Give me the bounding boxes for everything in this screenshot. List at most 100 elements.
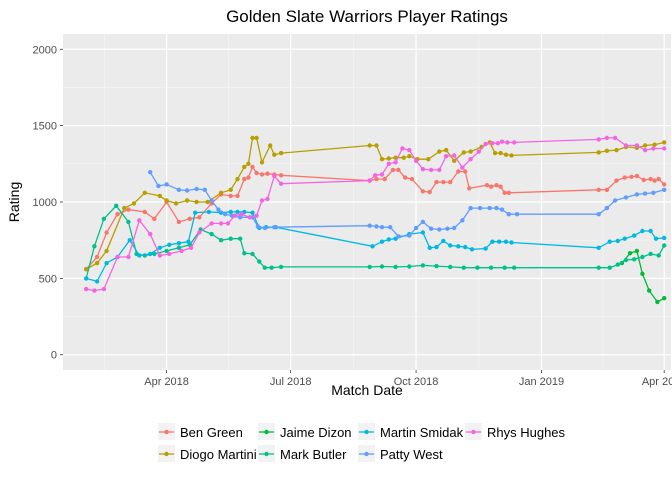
data-point	[148, 231, 153, 237]
data-point	[488, 184, 494, 189]
data-point	[216, 207, 221, 212]
data-point	[370, 244, 375, 249]
data-point	[101, 286, 107, 292]
data-point	[652, 142, 657, 147]
data-point	[142, 190, 147, 195]
data-point	[194, 186, 199, 192]
data-point	[647, 288, 652, 293]
data-point	[218, 238, 224, 243]
data-point	[502, 265, 507, 270]
y-tick-label: 2000	[33, 44, 57, 56]
legend-label: Patty West	[380, 447, 443, 462]
data-point	[126, 219, 131, 225]
data-point	[104, 230, 109, 235]
legend-label: Mark Butler	[280, 447, 347, 462]
legend-label: Ben Green	[180, 425, 243, 440]
data-point	[456, 244, 461, 249]
data-point	[367, 178, 372, 183]
data-point	[420, 230, 426, 235]
data-point	[614, 178, 619, 183]
chart-title: Golden Slate Warriors Player Ratings	[226, 7, 508, 26]
data-point	[148, 170, 153, 175]
data-point	[596, 265, 601, 270]
data-point	[596, 137, 601, 142]
data-point	[434, 244, 439, 250]
data-point	[437, 167, 442, 173]
data-point	[262, 265, 267, 270]
data-point	[157, 193, 162, 199]
y-tick-label: 0	[51, 350, 57, 362]
data-point	[228, 187, 233, 192]
data-point	[495, 141, 501, 146]
data-point	[259, 198, 265, 203]
y-tick-label: 1500	[33, 121, 57, 133]
series-patty-west	[148, 170, 667, 239]
data-point	[492, 150, 498, 156]
data-point	[488, 265, 494, 270]
data-point	[420, 219, 426, 225]
data-point	[452, 225, 457, 231]
data-point	[374, 143, 379, 148]
data-point	[122, 205, 127, 211]
series-rhys-hughes	[84, 135, 667, 293]
series-martin-smidak	[84, 209, 667, 284]
data-point	[272, 173, 277, 179]
series-layer	[84, 135, 667, 305]
data-point	[157, 253, 162, 258]
data-point	[428, 226, 434, 231]
data-point	[490, 239, 495, 244]
data-point	[494, 183, 499, 188]
data-point	[623, 143, 629, 148]
data-point	[420, 263, 426, 268]
data-point	[131, 201, 137, 206]
data-point	[393, 160, 398, 165]
data-point	[487, 205, 492, 211]
data-point	[228, 193, 233, 199]
data-point	[386, 156, 391, 161]
data-point	[104, 248, 109, 254]
data-point	[407, 233, 412, 238]
data-point	[642, 191, 648, 196]
data-point	[407, 154, 412, 159]
data-point	[614, 147, 619, 153]
data-point	[278, 173, 284, 178]
data-point	[434, 179, 439, 185]
data-point	[84, 276, 89, 281]
data-point	[223, 212, 228, 217]
data-point	[448, 243, 453, 248]
data-point	[443, 154, 449, 159]
y-axis-label: Rating	[6, 182, 22, 222]
data-point	[104, 260, 109, 266]
data-point	[386, 161, 391, 166]
data-point	[164, 182, 169, 187]
legend-key-point	[164, 451, 169, 457]
data-point	[506, 212, 511, 217]
data-point	[475, 265, 480, 270]
data-point	[499, 207, 505, 212]
data-point	[437, 149, 442, 154]
data-point	[483, 246, 488, 251]
legend-key-point	[164, 429, 169, 435]
data-point	[242, 164, 247, 170]
data-point	[84, 267, 89, 272]
data-point	[463, 169, 468, 174]
data-point	[265, 196, 270, 202]
data-point	[278, 181, 284, 186]
data-point	[512, 140, 517, 145]
data-point	[441, 179, 446, 185]
data-point	[197, 230, 202, 235]
data-point	[662, 140, 667, 145]
data-point	[448, 179, 453, 185]
data-point	[409, 176, 415, 182]
x-axis: Apr 2018 Jul 2018 Oct 2018 Jan 2019 Apr 2019	[144, 370, 672, 388]
data-point	[187, 216, 192, 221]
legend-label: Rhys Hughes	[487, 425, 566, 440]
legend-key-point	[364, 429, 369, 435]
data-point	[152, 216, 157, 221]
data-point	[114, 203, 119, 208]
data-point	[272, 225, 277, 230]
data-point	[445, 226, 450, 231]
data-point	[484, 183, 490, 188]
legend-key-point	[264, 451, 269, 457]
